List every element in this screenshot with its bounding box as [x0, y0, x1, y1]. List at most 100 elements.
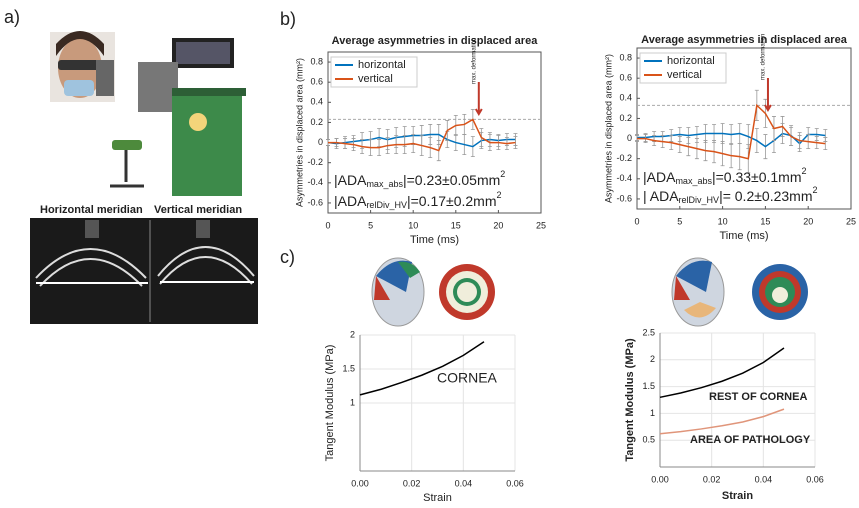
series-line — [637, 103, 826, 160]
annotation-part: relDiv_HV — [366, 200, 407, 210]
x-tick-label: 0.06 — [506, 478, 524, 488]
icon-ring — [772, 287, 788, 303]
y-axis-label: Tangent Modulus (MPa) — [324, 345, 336, 462]
x-tick-label: 0.04 — [455, 478, 473, 488]
annotation-part: |=0.33±0.1mm — [712, 169, 802, 185]
chart: -0.6 -0.4 -0.2 0 0.2 0.4 0.6 0.8 0 5 10 15 20 25 Avera… — [603, 34, 856, 242]
device — [96, 60, 114, 96]
cornea-model-3d — [671, 257, 725, 327]
cornea-model-2d — [752, 264, 808, 320]
y-tick-label: 0.6 — [619, 73, 632, 83]
chair-leg — [110, 150, 144, 188]
y-tick-label: 1.5 — [642, 381, 655, 391]
y-tick-label: 0.5 — [642, 435, 655, 445]
oct-bg — [30, 218, 258, 324]
marker-annotation: max. deformation — [471, 38, 477, 84]
photo-caption: Vertical meridian — [154, 204, 242, 216]
y-tick-label: 0.6 — [310, 77, 323, 87]
model-region — [374, 276, 390, 300]
x-axis-label: Strain — [722, 490, 753, 502]
annotation-part: |= 0.2±0.23mm — [719, 188, 812, 204]
y-tick-label: -0.6 — [616, 193, 632, 203]
series-line — [659, 408, 785, 435]
series-line — [359, 341, 485, 396]
annotation-part: 2 — [802, 166, 807, 176]
annotation-part: 2 — [500, 169, 505, 179]
x-axis-label: Time (ms) — [410, 234, 459, 246]
legend-label: vertical — [358, 73, 393, 85]
x-tick-label: 25 — [536, 220, 546, 230]
y-tick-label: 2 — [350, 329, 355, 339]
patient-photo — [50, 31, 115, 102]
marker-arrow — [474, 82, 483, 116]
y-tick-label: 0.8 — [310, 56, 323, 66]
series-label: REST OF CORNEA — [709, 391, 807, 403]
x-tick-label: 0.00 — [351, 478, 369, 488]
y-tick-label: 0 — [318, 137, 323, 147]
chart-title: Average asymmetries in displaced area — [332, 35, 539, 47]
x-tick-label: 10 — [718, 216, 728, 226]
cornea-model-2d — [439, 264, 495, 320]
y-tick-label: -0.4 — [307, 177, 323, 187]
x-axis-label: Time (ms) — [719, 230, 768, 242]
annotation: |ADArelDiv_HV|=0.17±0.2mm2 — [334, 190, 502, 210]
model-region — [684, 302, 716, 318]
annotation-part: |ADA — [334, 172, 367, 188]
legend-label: vertical — [667, 69, 702, 81]
cornea-model-3d — [371, 257, 425, 327]
annotation-part: |=0.23±0.05mm — [403, 172, 500, 188]
screen — [176, 42, 230, 64]
cabinet — [172, 92, 242, 196]
series-line — [659, 347, 785, 399]
y-tick-label: -0.2 — [307, 157, 323, 167]
model-region — [674, 276, 690, 300]
chart: -0.6 -0.4 -0.2 0 0.2 0.4 0.6 0.8 0 5 10 15 20 25 Avera… — [294, 35, 546, 246]
legend-label: horizontal — [358, 59, 406, 71]
annotation-part: max_abs — [366, 179, 403, 189]
table-top — [172, 88, 246, 96]
x-tick-label: 25 — [846, 216, 856, 226]
chair-seat — [112, 140, 142, 150]
annotation-part: 2 — [812, 185, 817, 195]
chart: 0.5 1 1.5 2 2.5 0.00 0.02 0.04 0.06 Strain Tangent… — [624, 327, 824, 502]
y-axis-label: Tangent Modulus (MPa) — [624, 338, 636, 462]
oct-lens — [36, 281, 254, 284]
y-axis-label: Asymmetries in displaced area (mm²) — [294, 58, 304, 207]
y-tick-label: 1 — [650, 408, 655, 418]
machine-photo — [110, 38, 246, 196]
x-tick-label: 0.02 — [403, 478, 421, 488]
x-tick-label: 20 — [803, 216, 813, 226]
oct-image — [30, 218, 258, 324]
y-axis-label: Asymmetries in displaced area (mm²) — [603, 54, 613, 203]
oct-cornea — [35, 248, 147, 287]
annotation-part: max_abs — [675, 176, 712, 186]
model-region — [398, 261, 420, 278]
x-tick-label: 0.04 — [755, 474, 773, 484]
hair — [56, 31, 104, 56]
goggles — [58, 60, 102, 70]
x-tick-label: 0.06 — [806, 474, 824, 484]
legend-label: horizontal — [667, 55, 715, 67]
model-region — [676, 260, 712, 292]
scanner — [138, 62, 178, 112]
icon-ring — [457, 282, 477, 302]
annotation: | ADArelDiv_HV|= 0.2±0.23mm2 — [643, 185, 818, 205]
x-tick-label: 15 — [760, 216, 770, 226]
oct-marker — [85, 220, 99, 238]
x-tick-label: 0 — [325, 220, 330, 230]
annotation-part: | ADA — [643, 188, 679, 204]
legend-box — [639, 52, 727, 84]
y-tick-label: 0.2 — [619, 113, 632, 123]
panel-label: a) — [4, 7, 20, 27]
x-tick-label: 15 — [451, 220, 461, 230]
annotation: |ADAmax_abs|=0.33±0.1mm2 — [643, 166, 807, 186]
y-tick-label: 1.5 — [342, 363, 355, 373]
marker-annotation: max. deformation — [761, 34, 767, 80]
x-tick-label: 20 — [493, 220, 503, 230]
series-label: AREA OF PATHOLOGY — [690, 434, 811, 446]
oct-cornea — [157, 246, 255, 285]
photo-caption: Horizontal meridian — [40, 204, 143, 216]
chart-title: Average asymmetries in displaced area — [641, 34, 848, 46]
annotation-part: relDiv_HV — [679, 195, 720, 205]
